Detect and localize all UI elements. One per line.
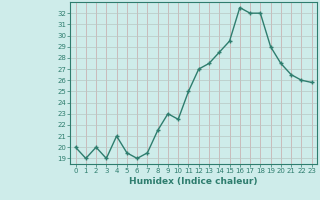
X-axis label: Humidex (Indice chaleur): Humidex (Indice chaleur): [129, 177, 258, 186]
